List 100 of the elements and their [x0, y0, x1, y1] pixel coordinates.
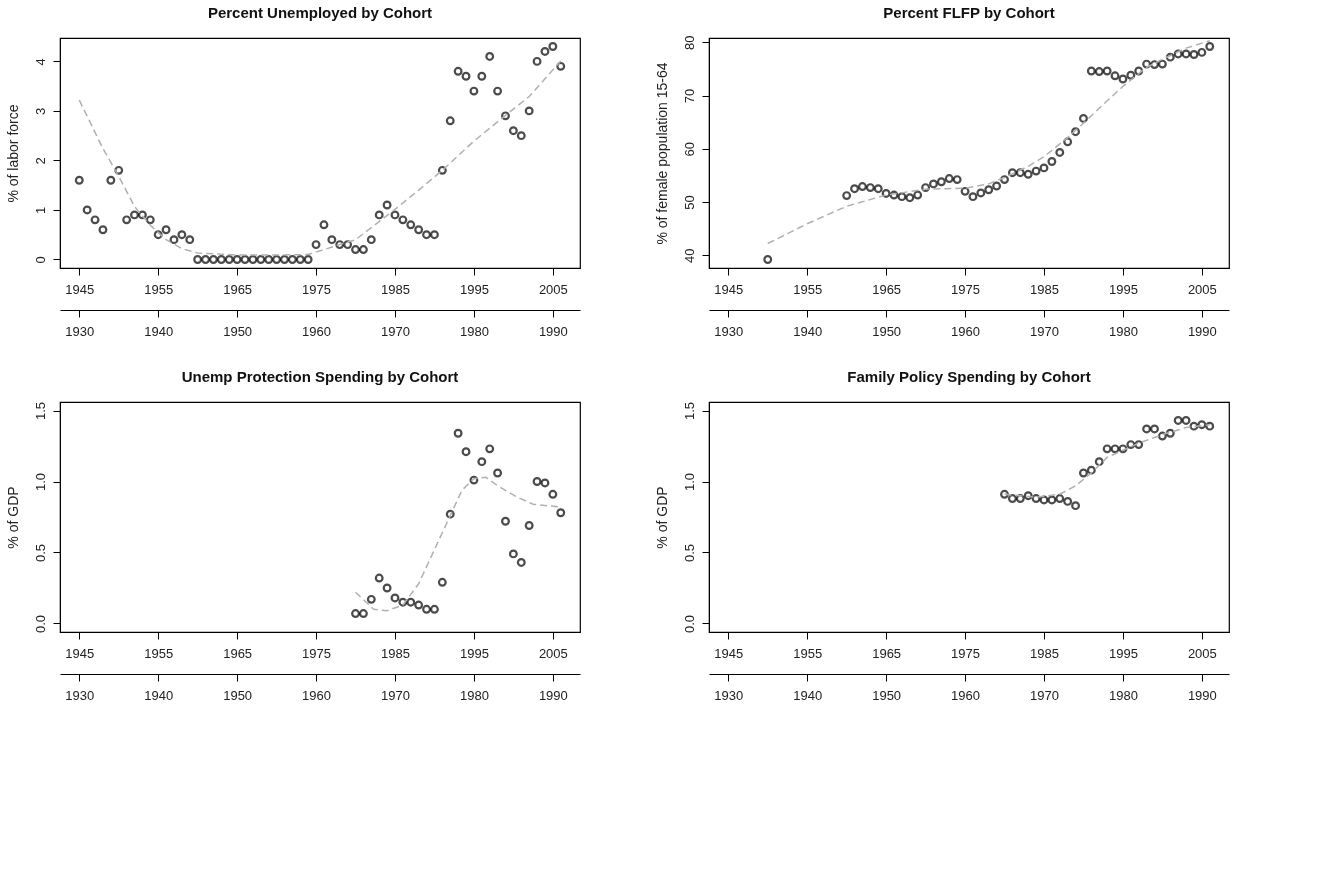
y-tick-label: 4 [32, 58, 48, 66]
point [1165, 52, 1175, 62]
x2-tick-label: 1940 [144, 687, 174, 703]
y-tick-label: 1.0 [681, 472, 697, 492]
point [1110, 444, 1120, 454]
point [1150, 60, 1159, 70]
y-tick-label: 1.0 [32, 472, 48, 492]
point [1134, 440, 1144, 450]
x-tick-label: 1955 [144, 281, 174, 297]
point [1142, 424, 1152, 434]
x-tick-label: 1945 [65, 645, 95, 661]
x-tick-label: 1965 [223, 281, 253, 297]
point [508, 549, 518, 559]
point [1055, 148, 1065, 157]
point [461, 447, 471, 457]
point [493, 468, 503, 478]
x2-tick-label: 1940 [144, 323, 174, 339]
y-tick-label: 1.5 [32, 401, 48, 421]
point [1047, 157, 1057, 166]
x-tick-label: 1955 [793, 645, 823, 661]
x2-tick-label: 1970 [381, 687, 410, 703]
x2-tick-label: 1930 [714, 323, 744, 339]
point [540, 478, 550, 488]
point [1071, 501, 1081, 511]
y-axis-title: % of labor force [4, 104, 21, 203]
point [1102, 444, 1112, 454]
point [936, 177, 946, 187]
point [453, 428, 463, 438]
x2-tick-label: 1960 [951, 687, 981, 703]
x2-tick-label: 1990 [538, 323, 568, 339]
point [873, 184, 883, 194]
point [1173, 416, 1183, 425]
x-tick-label: 1945 [714, 645, 744, 661]
point [1086, 465, 1096, 475]
point [1126, 70, 1136, 80]
point [1063, 496, 1073, 506]
point [865, 183, 875, 193]
x2-tick-label: 1970 [381, 323, 410, 339]
chart-title: Percent FLFP by Cohort [883, 4, 1055, 22]
x2-tick-label: 1930 [65, 323, 95, 339]
point [1134, 66, 1144, 76]
point [1023, 491, 1033, 501]
y-tick-label: 0 [32, 256, 48, 264]
x-tick-label: 1975 [302, 281, 332, 297]
point [1086, 66, 1096, 76]
point [406, 597, 416, 607]
point [1007, 494, 1017, 503]
chart-title: Unemp Protection Spending by Cohort [181, 368, 459, 386]
x-tick-label: 1985 [1030, 281, 1059, 297]
x2-tick-label: 1950 [223, 323, 253, 339]
x-tick-label: 1965 [872, 281, 902, 297]
point [556, 508, 566, 518]
y-tick-label: 1.5 [681, 401, 697, 421]
point [1173, 49, 1183, 59]
point [437, 577, 447, 587]
x2-tick-label: 1990 [1187, 687, 1217, 703]
chart-title: Percent Unemployed by Cohort [207, 4, 433, 22]
point [913, 190, 923, 200]
point [477, 457, 487, 467]
point [1015, 494, 1025, 503]
x-tick-label: 1995 [459, 281, 489, 297]
x-tick-label: 1965 [223, 645, 253, 661]
point [968, 192, 978, 202]
point [351, 609, 360, 618]
point [358, 609, 368, 618]
x2-tick-label: 1960 [302, 687, 332, 703]
x2-tick-label: 1950 [223, 687, 253, 703]
point [366, 594, 376, 604]
y-tick-label: 70 [681, 88, 697, 104]
point [1102, 66, 1112, 76]
x-tick-label: 1975 [302, 645, 332, 661]
point [1079, 113, 1088, 123]
point [1000, 489, 1009, 499]
point [1031, 494, 1041, 503]
point [1000, 175, 1009, 185]
point [374, 573, 384, 583]
y-tick-label: 2 [32, 157, 48, 165]
point [842, 191, 852, 201]
point [857, 182, 867, 191]
point [501, 516, 510, 526]
x-tick-label: 1975 [951, 281, 981, 297]
point [960, 186, 970, 196]
line-series [766, 39, 1211, 245]
point [1126, 440, 1136, 450]
point [469, 475, 479, 485]
x2-tick-label: 1990 [538, 687, 568, 703]
point [881, 189, 891, 198]
y-tick-label: 0.5 [681, 543, 697, 563]
point [445, 509, 455, 519]
point [485, 444, 495, 454]
x2-tick-label: 1960 [302, 323, 332, 339]
point [1197, 47, 1207, 57]
y-tick-label: 3 [32, 107, 48, 116]
point [952, 175, 962, 185]
x-tick-label: 2005 [538, 645, 568, 661]
point [1181, 416, 1191, 425]
point [1031, 166, 1041, 176]
chart-title: Family Policy Spending by Cohort [847, 368, 1091, 386]
point [1023, 169, 1033, 179]
point [1118, 74, 1128, 84]
